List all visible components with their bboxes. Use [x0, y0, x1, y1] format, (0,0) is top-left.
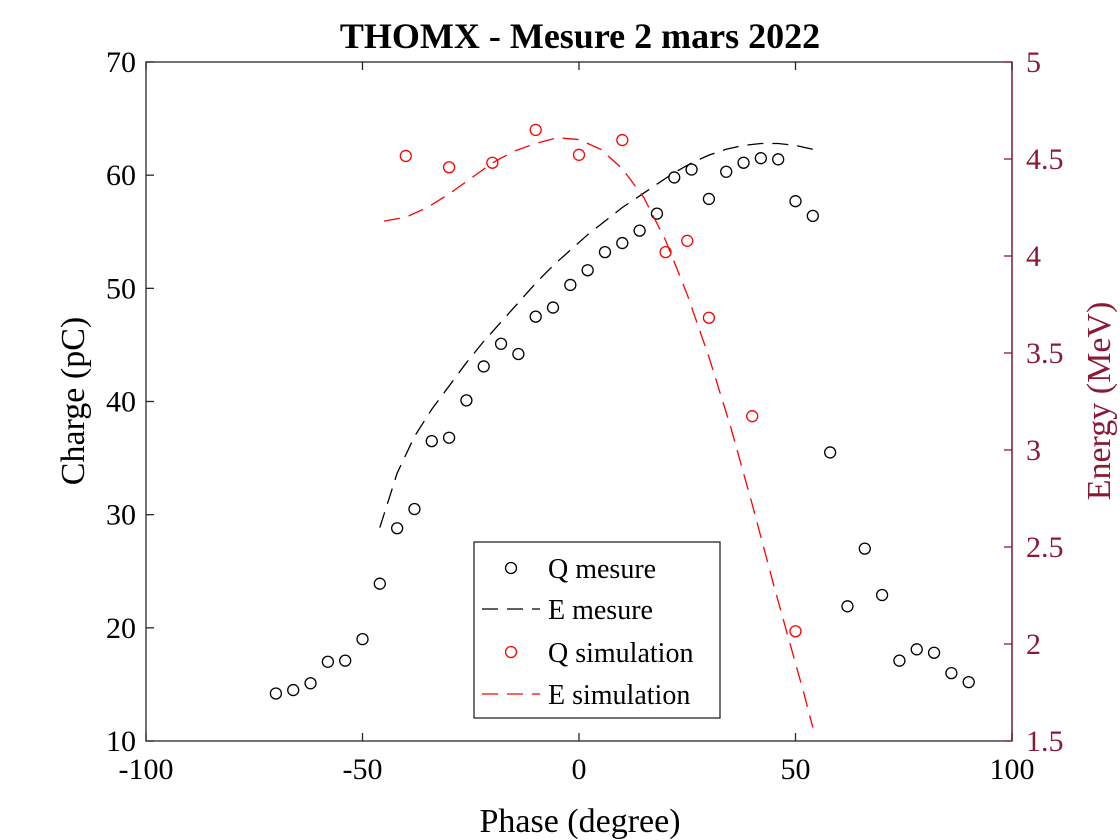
data-point-q-mesure: [546, 301, 560, 314]
y-right-tick-label: 2.5: [1026, 531, 1064, 564]
y-left-tick-label: 20: [106, 612, 136, 645]
x-tick-label: 0: [572, 753, 587, 786]
legend-q-mesure-label: Q mesure: [548, 554, 656, 585]
data-point-q-mesure: [945, 666, 958, 680]
y-left-tick-label: 30: [106, 499, 136, 532]
data-point-q-mesure: [823, 446, 837, 459]
data-point-q-mesure: [962, 676, 975, 689]
chart-title: THOMX - Mesure 2 mars 2022: [340, 16, 820, 56]
data-point-q-simulation: [486, 156, 499, 169]
x-axis-label: Phase (degree): [479, 803, 680, 840]
data-point-q-mesure: [581, 264, 594, 277]
data-point-q-simulation: [616, 133, 629, 147]
x-tick-label: 50: [781, 753, 811, 786]
data-point-q-mesure: [304, 677, 317, 690]
y-right-axis-ticks: 1.5 2 2.5 3 3.5 4 4.5 5: [1004, 46, 1064, 758]
data-point-q-mesure: [633, 224, 646, 237]
data-point-q-mesure: [806, 209, 819, 223]
data-point-q-simulation: [659, 245, 672, 259]
data-point-q-mesure: [702, 192, 716, 206]
y-right-axis-label: Energy (MeV): [1081, 302, 1118, 501]
y-right-tick-label: 3: [1026, 434, 1041, 467]
data-point-q-mesure: [910, 643, 923, 656]
y-left-tick-label: 40: [106, 386, 136, 419]
y-left-axis-ticks: 10 20 30 40 50 60 70: [106, 46, 154, 758]
series-line-e-simulation: [383, 137, 814, 728]
x-tick-label: -50: [343, 753, 383, 786]
data-point-q-simulation: [442, 161, 456, 174]
data-point-q-simulation: [529, 123, 542, 137]
data-point-q-mesure: [737, 156, 750, 169]
data-point-q-mesure: [598, 245, 612, 259]
data-point-q-mesure: [512, 347, 525, 361]
data-point-q-mesure: [858, 542, 871, 555]
data-point-q-mesure: [339, 654, 352, 667]
y-right-tick-label: 4: [1026, 240, 1041, 273]
data-point-q-mesure: [494, 337, 508, 350]
data-point-q-mesure: [754, 152, 768, 165]
x-axis-ticks: -100 -50 0 50 100: [119, 62, 1035, 786]
data-point-q-mesure: [269, 687, 283, 700]
data-point-q-mesure: [408, 502, 421, 516]
data-point-q-simulation: [746, 410, 759, 423]
legend: Q mesure E mesure Q simulation E simulat…: [473, 541, 721, 719]
y-right-tick-label: 4.5: [1026, 143, 1064, 176]
data-point-q-mesure: [287, 683, 300, 697]
data-point-q-mesure: [356, 633, 369, 646]
data-point-q-simulation: [681, 234, 694, 247]
legend-q-simulation-label: Q simulation: [548, 638, 693, 669]
x-tick-label: 100: [990, 753, 1035, 786]
data-point-q-mesure: [841, 600, 854, 613]
x-tick-label: -100: [119, 753, 174, 786]
data-point-q-mesure: [616, 236, 629, 250]
series-q-simulation: [399, 123, 802, 638]
y-right-tick-label: 1.5: [1026, 725, 1064, 758]
series-q-mesure: [269, 152, 975, 700]
data-point-q-simulation: [572, 148, 586, 161]
data-point-q-mesure: [564, 278, 577, 292]
data-point-q-mesure: [668, 171, 681, 184]
data-point-q-mesure: [460, 394, 473, 407]
data-point-q-mesure: [789, 195, 802, 208]
data-point-q-simulation: [399, 149, 412, 163]
y-right-tick-label: 2: [1026, 628, 1041, 661]
y-right-tick-label: 3.5: [1026, 337, 1064, 370]
data-point-q-simulation: [789, 625, 802, 638]
data-point-q-mesure: [321, 655, 335, 668]
legend-q-simulation-marker: [504, 645, 518, 659]
series-line-e-mesure: [379, 142, 813, 528]
series-layer: [269, 123, 975, 728]
data-point-q-mesure: [772, 153, 785, 166]
data-point-q-mesure: [442, 431, 456, 444]
data-point-q-mesure: [685, 163, 698, 176]
data-point-q-mesure: [477, 360, 490, 373]
legend-q-mesure-marker: [504, 561, 518, 575]
data-point-q-mesure: [875, 588, 889, 602]
data-point-q-mesure: [893, 654, 906, 667]
y-left-tick-label: 50: [106, 272, 136, 305]
y-left-tick-label: 70: [106, 46, 136, 79]
data-point-q-mesure: [390, 522, 404, 535]
data-point-q-mesure: [529, 310, 542, 323]
data-point-q-mesure: [650, 207, 664, 220]
data-point-q-mesure: [425, 434, 438, 448]
data-point-q-mesure: [720, 165, 733, 178]
y-left-tick-label: 10: [106, 725, 136, 758]
data-point-q-mesure: [373, 577, 386, 590]
data-point-q-mesure: [927, 646, 941, 659]
y-left-tick-label: 60: [106, 159, 136, 192]
legend-e-mesure-label: E mesure: [548, 595, 653, 626]
y-left-axis-label: Charge (pC): [55, 317, 92, 485]
legend-e-simulation-label: E simulation: [548, 680, 690, 711]
data-point-q-simulation: [702, 311, 716, 324]
y-right-tick-label: 5: [1026, 46, 1041, 79]
